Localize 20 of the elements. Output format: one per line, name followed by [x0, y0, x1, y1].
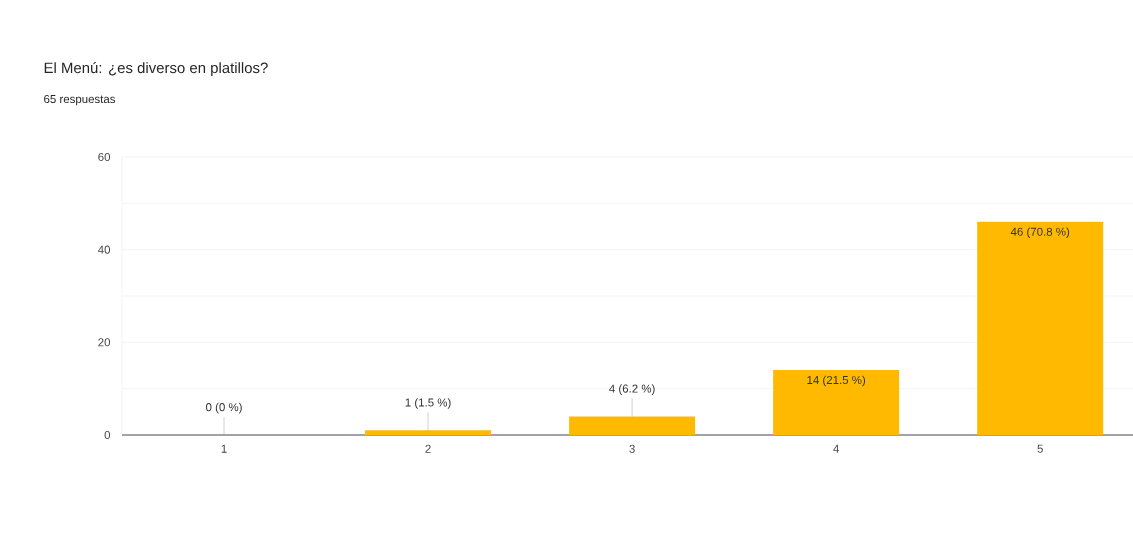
chart-subtitle: 65 respuestas	[44, 94, 116, 106]
bar	[569, 416, 696, 435]
x-tick-label: 1	[221, 444, 227, 453]
x-tick-label: 3	[629, 444, 635, 453]
data-label: 4 (6.2 %)	[609, 384, 655, 395]
data-label: 0 (0 %)	[206, 402, 242, 414]
x-tick-label: 2	[425, 444, 431, 453]
data-label: 46 (70.8 %)	[1010, 227, 1070, 239]
chart-title: El Menú: ¿es diverso en platillos?	[44, 61, 268, 77]
bar	[773, 370, 900, 435]
y-tick-label: 60	[98, 152, 111, 162]
bar	[977, 221, 1104, 435]
data-label: 14 (21.5 %)	[807, 375, 866, 387]
y-tick-label: 40	[98, 245, 111, 254]
x-tick-label: 4	[833, 444, 839, 453]
bar	[365, 430, 492, 435]
data-label: 1 (1.5 %)	[405, 398, 451, 409]
x-tick-label: 5	[1037, 444, 1043, 453]
y-tick-label: 20	[98, 338, 111, 347]
y-tick-label: 0	[104, 430, 111, 440]
